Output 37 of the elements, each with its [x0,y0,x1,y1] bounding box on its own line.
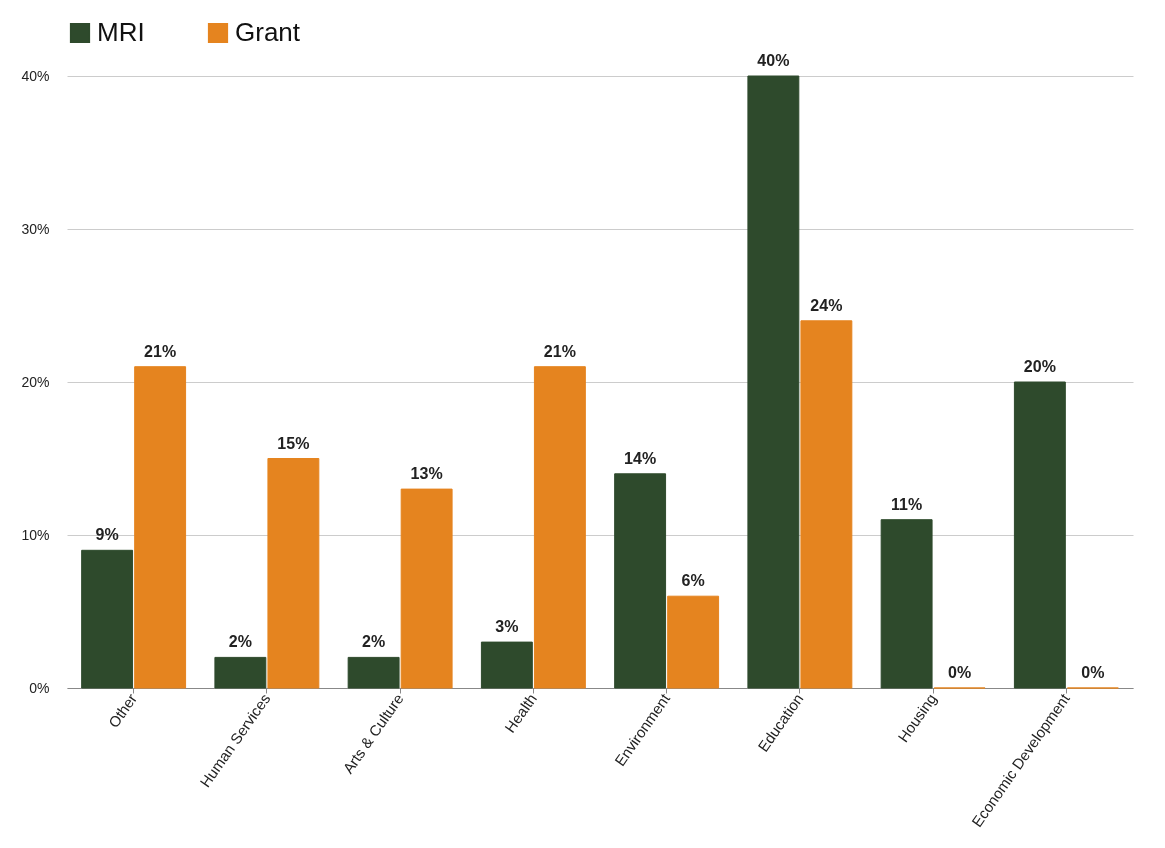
y-tick-label: 30% [21,220,50,237]
data-label: 14% [624,449,657,467]
bar [667,595,720,689]
bar [614,473,667,689]
data-label: 21% [543,342,576,360]
data-label: 15% [277,434,310,452]
bar [134,366,187,689]
data-label: 21% [144,342,177,360]
data-label: 6% [681,572,705,590]
data-label: 0% [948,664,972,681]
y-tick-label: 40% [21,67,50,84]
bar [214,656,267,689]
data-label: 9% [95,526,119,544]
y-tick-label: 10% [21,526,50,543]
data-label: 3% [495,618,519,636]
data-label: 2% [228,633,252,651]
legend-label: MRI [97,17,145,47]
data-label: 13% [410,465,443,483]
bar [480,641,533,689]
data-label: 40% [757,52,790,69]
bar [1013,381,1066,689]
bar [400,488,453,689]
bar [800,320,853,689]
bar [747,75,800,689]
bar [267,458,320,689]
bar [533,366,586,689]
y-tick-label: 0% [29,679,50,696]
data-label: 2% [362,633,386,651]
data-label: 0% [1081,664,1105,681]
bar [81,549,134,689]
bar [347,656,400,689]
data-label: 24% [810,296,843,314]
y-tick-label: 20% [21,373,50,390]
data-label: 20% [1023,358,1056,375]
bar [880,519,933,689]
data-label: 11% [891,495,923,513]
legend-label: Grant [235,17,301,47]
